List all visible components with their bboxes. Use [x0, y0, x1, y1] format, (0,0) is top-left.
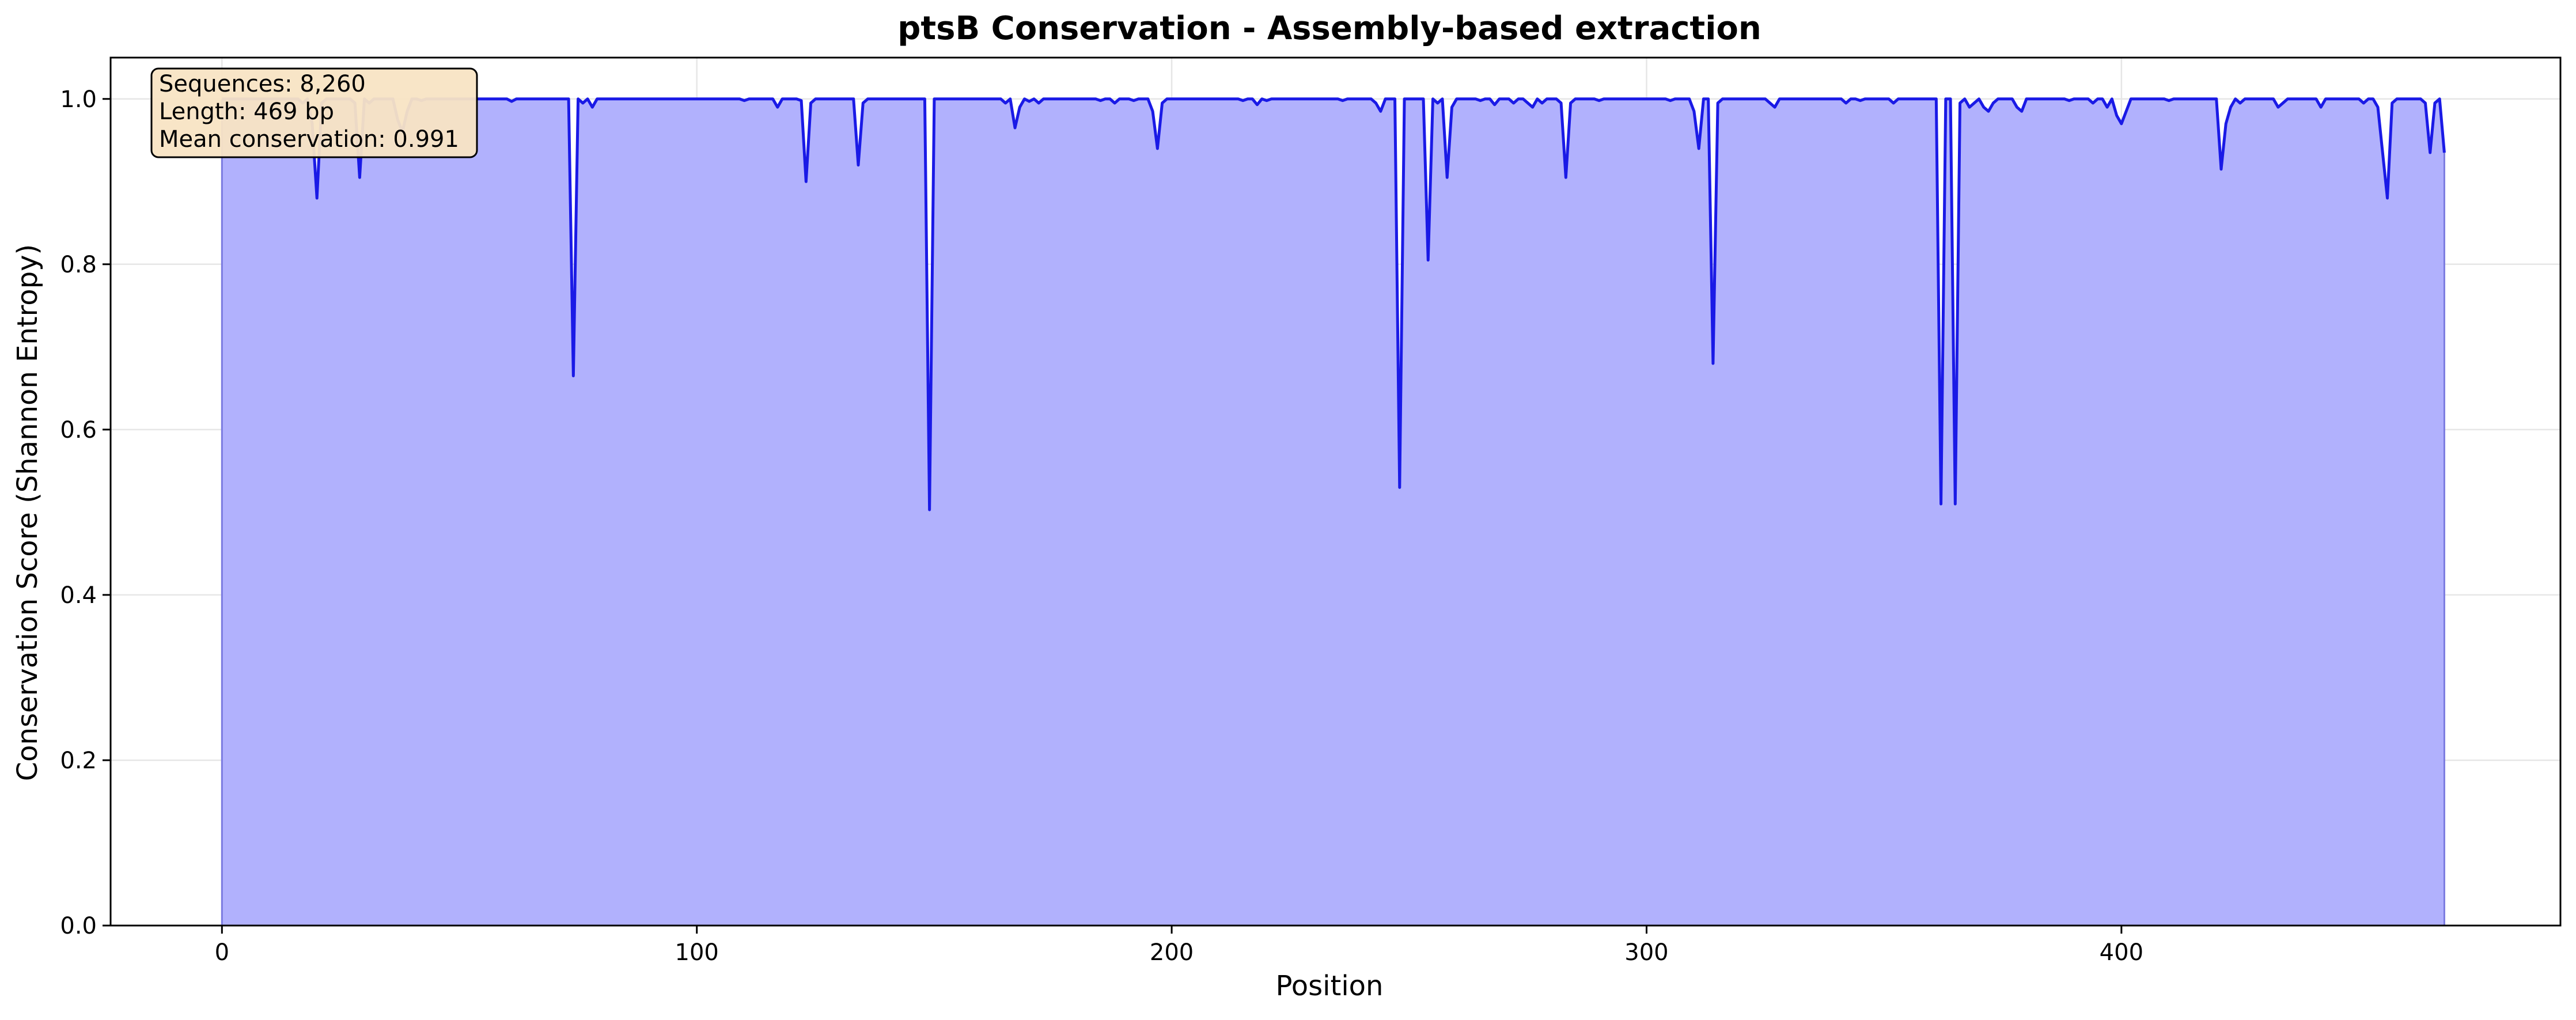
y-tick-label-1: 0.2: [60, 748, 97, 774]
chart-title: ptsB Conservation - Assembly-based extra…: [897, 10, 1761, 47]
y-tick-label-5: 1.0: [60, 86, 97, 113]
stats-sequences: Sequences: 8,260: [159, 71, 366, 97]
x-tick-label-4: 400: [2100, 939, 2143, 966]
x-tick-label-1: 100: [675, 939, 719, 966]
axes: [109, 56, 2562, 927]
stats-length: Length: 469 bp: [159, 98, 334, 125]
conservation-area-fill: [222, 98, 2445, 926]
x-tick-label-0: 0: [215, 939, 229, 966]
y-tick-label-2: 0.4: [60, 582, 97, 609]
conservation-line: [222, 97, 2446, 511]
stats-annotation-box: [150, 67, 478, 158]
stats-mean: Mean conservation: 0.991: [159, 126, 459, 153]
area-layer: [221, 97, 2446, 926]
y-tick-label-4: 0.8: [60, 252, 97, 278]
tick-marks: 0 100 200 300 400 0.0 0.2 0.4 0.6 0.8 1.0: [60, 86, 2143, 966]
x-tick-label-3: 300: [1624, 939, 1668, 966]
stats-annotation: Sequences: 8,260 Length: 469 bp Mean con…: [150, 67, 478, 158]
x-axis-label: Position: [1276, 970, 1384, 1002]
y-tick-label-0: 0.0: [60, 913, 97, 939]
y-axis-label: Conservation Score (Shannon Entropy): [12, 244, 44, 781]
x-tick-label-2: 200: [1150, 939, 1194, 966]
y-tick-label-3: 0.6: [60, 417, 97, 443]
plot-frame: [109, 56, 2562, 927]
